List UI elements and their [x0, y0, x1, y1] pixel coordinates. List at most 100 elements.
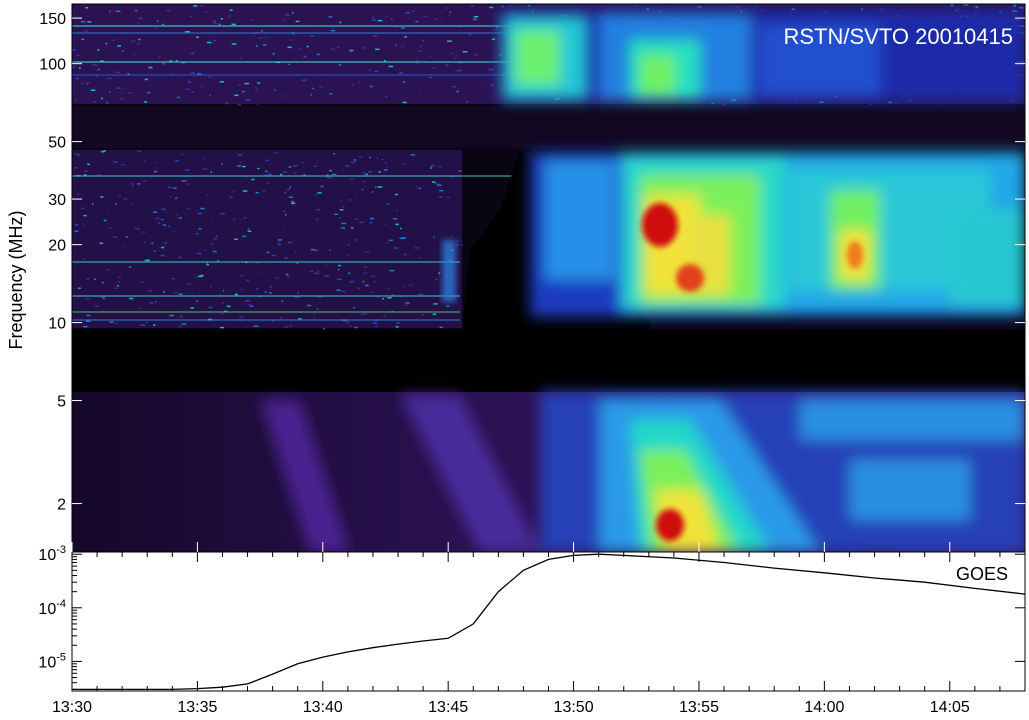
speckle-dot: [181, 323, 187, 325]
speckle-dot: [198, 228, 202, 230]
speckle-dot: [410, 154, 416, 156]
speckle-dot: [153, 324, 156, 326]
speckle-dot: [95, 305, 100, 307]
speckle-dot: [502, 5, 504, 8]
speckle-dot: [220, 18, 223, 20]
speckle-dot: [361, 188, 364, 191]
speckle-dot: [461, 244, 463, 246]
speckle-dot: [449, 11, 451, 14]
speckle-dot: [103, 150, 106, 152]
speckle-dot: [363, 266, 368, 268]
speckle-dot: [423, 15, 428, 18]
speckle-dot: [92, 64, 98, 66]
speckle-dot: [313, 313, 315, 315]
speckle-dot: [358, 81, 361, 83]
goes-xtick-label: 14:05: [930, 699, 970, 716]
speckle-dot: [206, 263, 209, 266]
speckle-dot: [246, 279, 249, 282]
speckle-dot: [74, 167, 78, 169]
speckle-dot: [389, 239, 393, 242]
speckle-dot: [80, 82, 85, 84]
speckle-dot: [284, 191, 286, 194]
speckle-dot: [144, 160, 146, 162]
spectrogram-title: RSTN/SVTO 20010415: [784, 24, 1014, 49]
speckle-dot: [392, 294, 395, 296]
speckle-dot: [329, 177, 333, 179]
speckle-dot: [493, 53, 496, 56]
speckle-dot: [377, 19, 383, 22]
speckle-dot: [415, 20, 419, 23]
speckle-dot: [84, 170, 88, 172]
speckle-dot: [385, 15, 388, 17]
speckle-dot: [237, 103, 242, 106]
speckle-dot: [114, 287, 119, 290]
speckle-dot: [341, 290, 346, 293]
speckle-dot: [435, 18, 438, 20]
middle-band-noise: [72, 150, 462, 328]
speckle-dot: [103, 219, 107, 222]
speckle-dot: [72, 49, 76, 51]
speckle-dot: [341, 222, 347, 225]
speckle-dot: [154, 301, 157, 303]
speckle-dot: [229, 9, 233, 11]
speckle-dot: [87, 21, 92, 23]
speckle-dot: [221, 163, 223, 165]
speckle-dot: [351, 84, 354, 86]
speckle-dot: [402, 101, 407, 104]
speckle-dot: [438, 165, 442, 168]
speckle-dot: [113, 161, 118, 163]
speckle-dot: [399, 237, 404, 239]
speckle-dot: [349, 325, 353, 328]
speckle-dot: [86, 83, 88, 85]
speckle-dot: [235, 294, 238, 296]
speckle-dot: [287, 46, 292, 49]
speckle-dot: [178, 293, 183, 295]
speckle-dot: [754, 5, 758, 8]
speckle-dot: [256, 45, 258, 47]
speckle-dot: [420, 45, 422, 48]
speckle-dot: [218, 23, 221, 26]
gap-band-low: [72, 330, 1025, 392]
speckle-dot: [181, 180, 187, 182]
speckle-dot: [386, 241, 389, 244]
speckle-dot: [123, 198, 128, 200]
speckle-dot: [122, 88, 124, 90]
speckle-dot: [735, 6, 741, 8]
speckle-dot: [185, 88, 190, 90]
speckle-dot: [253, 325, 259, 327]
speckle-dot: [108, 227, 112, 229]
speckle-dot: [495, 28, 498, 30]
speckle-dot: [138, 307, 141, 310]
speckle-dot: [186, 183, 189, 185]
speckle-dot: [285, 275, 290, 277]
speckle-dot: [402, 81, 406, 83]
speckle-dot: [385, 95, 388, 98]
speckle-dot: [395, 223, 399, 226]
speckle-dot: [298, 318, 302, 320]
speckle-dot: [287, 174, 289, 176]
speckle-dot: [100, 196, 104, 198]
speckle-dot: [137, 42, 141, 45]
speckle-dot: [251, 19, 253, 21]
speckle-dot: [243, 217, 247, 219]
speckle-dot: [293, 165, 296, 167]
speckle-dot: [229, 196, 233, 199]
speckle-dot: [239, 57, 242, 60]
speckle-dot: [422, 313, 424, 316]
speckle-dot: [412, 10, 415, 12]
speckle-dot: [400, 296, 402, 298]
speckle-dot: [323, 327, 325, 330]
speckle-dot: [489, 6, 494, 9]
speckle-dot: [340, 200, 342, 202]
speckle-dot: [284, 257, 288, 259]
speckle-dot: [267, 173, 272, 176]
speckle-dot: [310, 94, 312, 96]
speckle-dot: [283, 230, 285, 233]
speckle-dot: [385, 223, 387, 225]
speckle-dot: [82, 258, 85, 260]
speckle-dot: [118, 195, 122, 197]
speckle-dot: [309, 35, 315, 37]
speckle-dot: [337, 278, 342, 281]
speckle-dot: [433, 303, 438, 305]
speckle-dot: [172, 230, 175, 233]
